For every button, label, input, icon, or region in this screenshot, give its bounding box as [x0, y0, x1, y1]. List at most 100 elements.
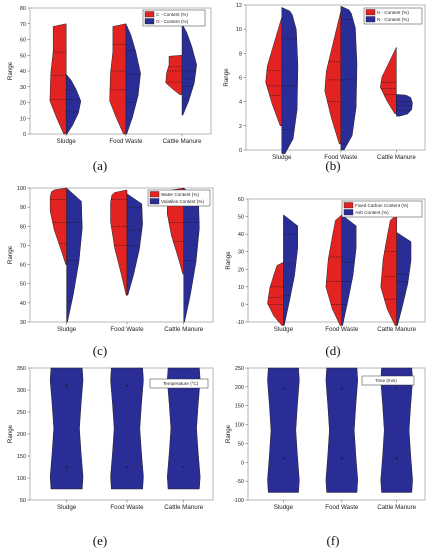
- data-point: [126, 466, 128, 468]
- legend-label: Fixed Carbon Content (%): [355, 203, 409, 208]
- y-tick-label: 300: [17, 388, 26, 394]
- y-tick-label: -10: [236, 320, 244, 326]
- y-tick-label: 250: [17, 410, 26, 416]
- y-tick-label: 10: [236, 27, 242, 33]
- violin-both-cattle-manure: [166, 367, 201, 490]
- y-tick-label: 40: [238, 232, 244, 238]
- legend-label: Volatiles Content (%): [161, 199, 204, 204]
- x-tick-label: Food Waste: [325, 504, 359, 511]
- y-tick-label: 20: [238, 267, 244, 273]
- legend-swatch: [149, 198, 160, 205]
- violin-both-food-waste: [325, 367, 358, 493]
- data-point: [65, 466, 68, 468]
- y-tick-label: 200: [235, 385, 244, 391]
- y-tick-label: 8: [239, 51, 242, 57]
- violin-left-cattle-manure: [165, 54, 183, 95]
- x-tick-label: Cattle Manure: [163, 138, 202, 145]
- legend-swatch: [152, 380, 161, 386]
- legend-label: Time (min): [375, 378, 397, 383]
- legend-swatch: [343, 202, 354, 209]
- x-tick-label: Sludge: [274, 326, 294, 333]
- y-axis-label: Range: [7, 245, 14, 264]
- legend-swatch: [144, 18, 155, 25]
- data-point: [65, 384, 68, 387]
- panel-e: 50 100 150 200 250 300 350 Range Sludge Food Wast…: [7, 366, 214, 548]
- data-point: [282, 457, 285, 460]
- violin-right-cattle-manure: [183, 187, 200, 323]
- violin-right-sludge: [66, 187, 83, 323]
- panel-b: 0 2 4 6 8 10 12 Range Sludge Food Waste Cattle Man…: [223, 3, 426, 173]
- x-tick-label: Cattle Manure: [164, 504, 203, 511]
- y-tick-label: 0: [239, 148, 242, 154]
- y-tick-label: 0: [241, 302, 244, 308]
- violin-left-food-waste: [109, 23, 127, 135]
- y-axis-label: Range: [225, 424, 232, 443]
- legend-label: Ash Content (%): [355, 210, 389, 215]
- violin-left-sludge: [49, 23, 67, 135]
- violin-left-sludge: [265, 17, 283, 127]
- panel-d: -10 0 10 20 30 40 50 60 Range Sludge Food Waste Cat…: [225, 197, 426, 358]
- violin-right-food-waste: [126, 193, 143, 296]
- violin-left-food-waste: [325, 214, 343, 326]
- data-point: [126, 384, 128, 387]
- violin-both-sludge: [267, 367, 300, 493]
- panel-c: 30 40 50 60 70 80 90 100 Range Sludge Food Waste Ca…: [7, 186, 214, 358]
- legend-box: [147, 189, 211, 207]
- panel-caption: (b): [325, 158, 340, 173]
- y-tick-label: 100: [17, 476, 26, 482]
- y-tick-label: 30: [20, 320, 26, 326]
- x-tick-label: Cattle Manure: [164, 326, 203, 333]
- violin-left-food-waste: [110, 189, 128, 296]
- panel-f: -100 -50 0 50 100 150 200 250 Range Sludge Food Wa…: [225, 366, 426, 548]
- y-tick-label: 150: [17, 454, 26, 460]
- panel-caption: (c): [93, 343, 107, 358]
- legend-label: O - Content (%): [156, 19, 189, 24]
- y-tick-label: 60: [20, 263, 26, 269]
- legend-box: [149, 378, 209, 389]
- y-tick-label: 250: [235, 366, 244, 372]
- y-tick-label: 60: [238, 197, 244, 203]
- y-tick-label: 60: [20, 38, 26, 44]
- y-tick-label: 10: [20, 116, 26, 122]
- data-point: [395, 387, 398, 390]
- legend-swatch: [149, 191, 160, 198]
- legend-box: [341, 200, 423, 218]
- violin-left-sludge: [267, 261, 284, 326]
- y-tick-label: 150: [235, 404, 244, 410]
- legend-swatch: [365, 16, 376, 23]
- y-tick-label: 40: [20, 301, 26, 307]
- x-tick-label: Food Waste: [325, 326, 359, 333]
- plot-frame: [247, 198, 426, 323]
- y-axis-label: Range: [7, 424, 14, 443]
- y-axis-label: Range: [7, 61, 14, 80]
- legend-label: N - Content (%): [377, 17, 409, 22]
- x-tick-label: Sludge: [274, 504, 294, 511]
- x-tick-label: Cattle Manure: [377, 154, 416, 161]
- violin-right-sludge: [283, 214, 298, 326]
- y-tick-label: 4: [239, 100, 242, 106]
- panel-caption: (d): [325, 343, 340, 358]
- legend-box: [361, 375, 415, 386]
- x-tick-label: Sludge: [57, 138, 77, 145]
- y-tick-label: 30: [238, 250, 244, 256]
- x-tick-label: Food Waste: [109, 138, 143, 145]
- panel-caption: (e): [93, 533, 107, 548]
- y-axis-label: Range: [225, 251, 232, 270]
- y-tick-label: 0: [23, 132, 26, 138]
- violin-left-cattle-manure: [380, 214, 397, 326]
- y-tick-label: 0: [241, 460, 244, 466]
- y-tick-label: 50: [20, 282, 26, 288]
- legend-box: [142, 9, 206, 27]
- y-tick-label: 10: [238, 285, 244, 291]
- y-tick-label: 70: [20, 243, 26, 249]
- data-point: [341, 457, 343, 460]
- y-tick-label: 12: [236, 3, 242, 9]
- y-tick-label: 50: [238, 215, 244, 221]
- legend-label: Water Content (%): [161, 192, 199, 197]
- panel-a: 0 10 20 30 40 50 60 70 80 Range Sludge Food Waste Ca…: [7, 6, 212, 173]
- y-tick-label: 100: [235, 423, 244, 429]
- x-tick-label: Cattle Manure: [377, 504, 416, 511]
- y-tick-label: 80: [20, 224, 26, 230]
- legend-box: [363, 7, 423, 25]
